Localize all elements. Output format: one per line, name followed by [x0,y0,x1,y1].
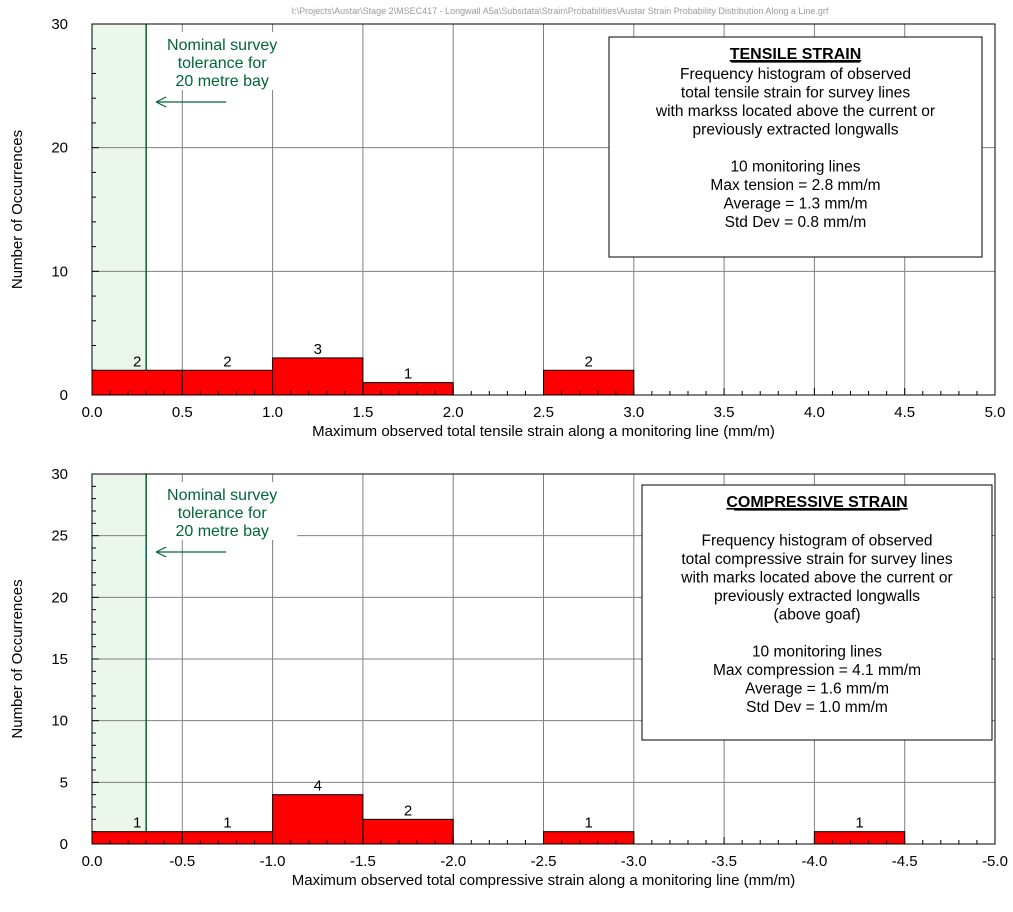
histogram-bar [813,831,906,845]
x-tick-label: 4.5 [894,404,915,421]
histogram-bar [543,369,635,396]
info-box-line: (above goaf) [773,607,860,624]
info-box-line: Average = 1.3 mm/m [723,196,867,213]
histogram-bar [181,369,274,396]
info-box-heading: COMPRESSIVE STRAIN [726,494,907,511]
x-tick-label: -4.5 [892,853,918,870]
tolerance-label-line: tolerance for [178,505,268,522]
histogram-bar [272,794,364,845]
info-box-line: Average = 1.6 mm/m [745,681,889,698]
y-tick-label: 0 [60,387,68,404]
info-box-line: 10 monitoring lines [730,159,860,176]
histogram-bar [91,831,183,845]
bar-count-label: 1 [404,366,412,383]
x-tick-label: 1.0 [262,404,283,421]
x-tick-label: 2.0 [443,404,464,421]
info-box-line: total compressive strain for survey line… [681,551,953,568]
histogram-bar [543,831,635,845]
histogram-bar [362,818,454,845]
bar-count-label: 3 [314,341,322,358]
y-tick-label: 10 [51,263,68,280]
info-box-line: Frequency histogram of observed [702,533,933,550]
bar-count-label: 1 [223,815,231,832]
x-tick-label: 3.0 [623,404,644,421]
x-axis-label: Maximum observed total compressive strai… [292,872,796,889]
compressive-strain-chart: 1 1 4 2 1 1 0.0 -0.5 -1.0 -1.5 -2.0 -2.5 -3.0 -3.5 -4.… [9,466,1008,889]
y-tick-label: 30 [51,16,68,33]
tolerance-band [92,24,147,395]
y-tick-label: 10 [51,713,68,730]
tolerance-arrow-head [155,546,167,558]
info-box-line: 10 monitoring lines [752,644,882,661]
x-tick-label: -3.5 [711,853,737,870]
info-box [608,36,983,258]
file-path-caption: I:\Projects\Austar\Stage 2\MSEC417 - Lon… [292,6,829,16]
y-tick-label: 30 [51,466,68,483]
tolerance-arrow-head [155,96,167,108]
y-tick-label: 0 [60,836,68,853]
x-tick-label: 4.0 [804,404,825,421]
info-box-line: Std Dev = 0.8 mm/m [725,214,867,231]
tolerance-label-background [147,32,298,90]
bar-count-label: 1 [133,815,141,832]
y-tick-label: 20 [51,589,68,606]
info-box-line: Std Dev = 1.0 mm/m [746,699,888,716]
histogram-bar [181,831,274,845]
x-tick-label: 0.5 [172,404,193,421]
tolerance-label-line: Nominal survey [167,37,277,54]
y-tick-label: 25 [51,528,68,545]
info-box-line: total tensile strain for survey lines [681,85,910,102]
tensile-strain-chart: 2 2 3 1 2 0.0 0.5 1.0 1.5 2.0 2.5 3.0 3.5 4.0 4.5 5.0 0 1… [9,16,1005,440]
x-axis-label: Maximum observed total tensile strain al… [312,423,775,440]
info-box-line: Max tension = 2.8 mm/m [710,177,880,194]
bar-count-label: 2 [133,353,141,370]
tolerance-label-line: tolerance for [178,55,268,72]
info-box [641,484,993,741]
y-tick-label: 20 [51,140,68,157]
tolerance-label-line: Nominal survey [167,487,277,504]
info-box-line: previously extracted longwalls [693,122,899,139]
info-box-line: previously extracted longwalls [714,588,920,605]
x-tick-label: -2.5 [531,853,557,870]
y-axis-label: Number of Occurrences [9,130,26,289]
info-box-line: with marks located above the current or [680,570,952,587]
info-box-line: Max compression = 4.1 mm/m [713,662,921,679]
bar-count-label: 1 [855,815,863,832]
x-tick-label: 3.5 [714,404,735,421]
x-tick-label: 0.0 [82,853,103,870]
bar-count-label: 1 [584,815,592,832]
y-tick-label: 5 [60,774,68,791]
x-tick-label: -1.0 [260,853,286,870]
x-tick-label: -3.0 [621,853,647,870]
x-tick-label: -2.0 [440,853,466,870]
x-tick-label: -0.5 [169,853,195,870]
x-tick-label: 0.0 [82,404,103,421]
bar-count-label: 2 [223,353,231,370]
histogram-bar [91,369,183,396]
info-box-line: with markss located above the current or [655,103,935,120]
bar-count-label: 4 [314,778,322,795]
x-tick-label: -1.5 [350,853,376,870]
tolerance-label-background [147,482,298,540]
x-tick-label: 1.5 [352,404,373,421]
x-tick-label: 2.5 [533,404,554,421]
y-tick-label: 15 [51,651,68,668]
histogram-bar [362,382,454,396]
bar-count-label: 2 [404,802,412,819]
info-box-heading: TENSILE STRAIN [730,46,862,63]
histogram-bar [272,357,364,396]
tolerance-label-line: 20 metre bay [175,73,268,90]
x-tick-label: 5.0 [985,404,1006,421]
info-box-line: Frequency histogram of observed [680,66,911,83]
x-tick-label: -4.0 [801,853,827,870]
y-axis-label: Number of Occurrences [9,579,26,738]
tolerance-label-line: 20 metre bay [175,523,268,540]
x-tick-label: -5.0 [982,853,1008,870]
bar-count-label: 2 [584,353,592,370]
